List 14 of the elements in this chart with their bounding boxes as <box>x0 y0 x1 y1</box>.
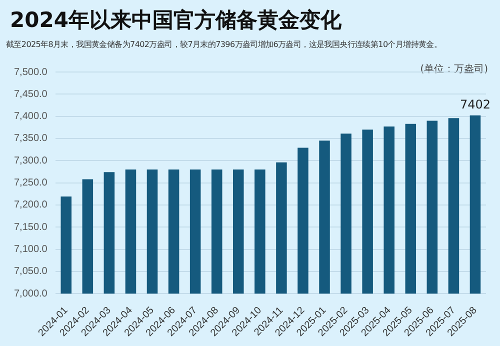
y-tick-label: 7,000.0 <box>14 288 48 300</box>
y-tick-label: 7,200.0 <box>14 200 48 211</box>
chart-title: 2024年以来中国官方储备黄金变化 <box>9 7 342 34</box>
y-tick-label: 7,300.0 <box>14 155 48 166</box>
y-tick-label: 7,450.0 <box>14 88 48 100</box>
data-label: 7402 <box>460 98 491 112</box>
chart-subtitle: 截至2025年8月末，我国黄金储备为7402万盎司，较7月末的7396万盎司增加6万盎司，这是我国央行连续第10个月增持黄金。 <box>5 39 443 51</box>
y-tick-label: 7,050.0 <box>14 266 48 278</box>
y-tick-label: 7,400.0 <box>14 111 48 122</box>
y-tick-label: 7,350.0 <box>14 133 48 144</box>
y-tick-label: 7,500.0 <box>14 66 48 78</box>
y-tick-label: 7,150.0 <box>14 222 48 233</box>
y-tick-label: 7,100.0 <box>14 244 48 255</box>
y-tick-label: 7,250.0 <box>14 178 48 189</box>
